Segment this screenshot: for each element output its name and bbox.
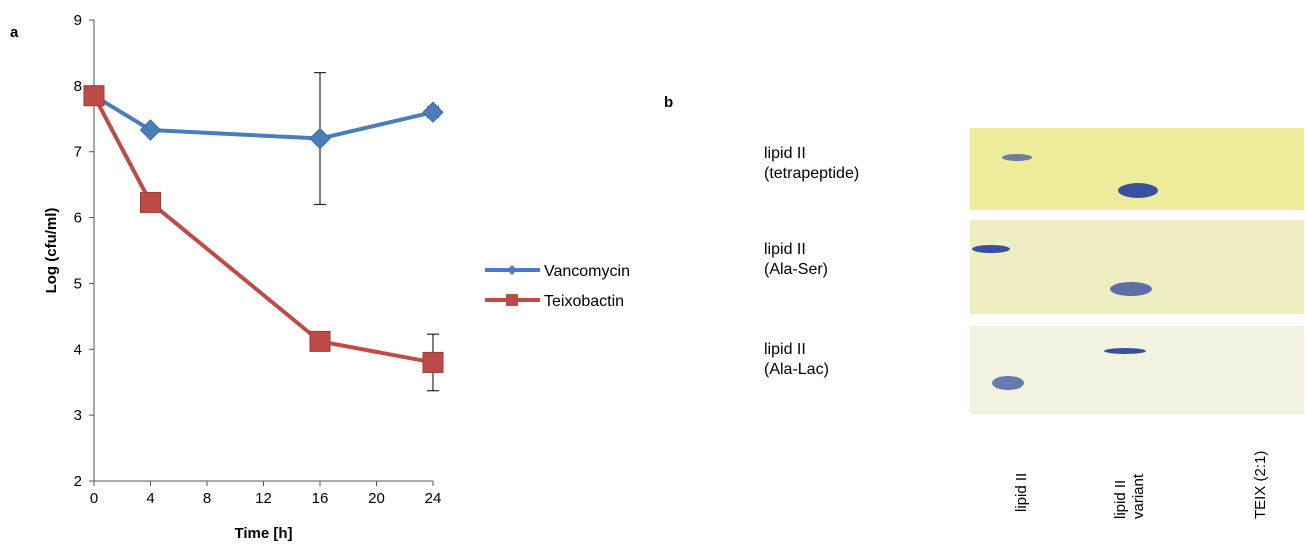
row-label-line1: lipid II [764, 241, 806, 258]
legend-marker-vancomycin [507, 265, 517, 275]
row-label-tetrapeptide: lipid II (tetrapeptide) [764, 144, 859, 184]
gel-strip-tetrapeptide [970, 128, 1304, 210]
column-label-line1: lipid II [1112, 479, 1129, 519]
x-tick-label: 12 [255, 490, 272, 507]
chart-axes: 2 3 4 5 6 7 8 9 0 4 8 12 16 20 24 Time [h] Log (cfu/ml) [43, 12, 441, 542]
legend-marker-teixobactin [506, 294, 518, 306]
row-label-line1: lipid II [764, 145, 806, 162]
legend-label-vancomycin: Vancomycin [544, 263, 630, 280]
y-tick-label: 9 [74, 12, 82, 29]
gel-band [1118, 183, 1158, 198]
row-label-line1: lipid II [764, 341, 806, 358]
data-point-vancomycin [309, 127, 331, 150]
series-line-teixobactin [92, 94, 434, 365]
data-point-teixobactin [140, 191, 161, 213]
x-tick-label: 16 [312, 490, 329, 507]
chart-legend: Vancomycin Teixobactin [485, 263, 630, 310]
gel-band [1002, 154, 1032, 161]
x-tick-label: 4 [146, 490, 154, 507]
gel-band [1104, 348, 1146, 354]
series-markers [83, 85, 444, 373]
panel-a-letter: a [10, 24, 19, 41]
series-lines [92, 94, 434, 365]
y-tick-label: 3 [74, 407, 82, 424]
series-line-vancomycin [92, 94, 434, 141]
y-tick-label: 7 [74, 144, 82, 161]
gel-strip-ala-lac [970, 326, 1304, 414]
panel-b-letter: b [664, 94, 674, 111]
gel-band [1110, 282, 1152, 296]
y-tick-label: 8 [74, 78, 82, 95]
x-tick-label: 0 [90, 490, 98, 507]
row-label-ala-ser: lipid II (Ala-Ser) [764, 240, 828, 280]
data-point-vancomycin [422, 101, 444, 123]
x-tick-label: 8 [203, 490, 211, 507]
gel-strip-ala-ser [970, 220, 1304, 314]
x-tick-label: 24 [425, 490, 442, 507]
row-label-line2: (Ala-Ser) [764, 261, 829, 278]
x-axis-title: Time [h] [234, 525, 292, 542]
column-label-line1: TEIX (2:1) [1252, 450, 1269, 519]
data-point-teixobactin [83, 85, 105, 107]
column-label-line2: variant [1130, 473, 1147, 519]
row-label-line2: (Ala-Lac) [764, 361, 829, 378]
column-label-teix: TEIX (2:1) [1252, 451, 1270, 519]
row-label-line2: (tetrapeptide) [764, 165, 860, 182]
legend-label-teixobactin: Teixobactin [544, 293, 624, 310]
y-tick-label: 4 [74, 341, 82, 358]
column-label-lipid-ii-variant: lipid II variant [1112, 474, 1148, 519]
row-label-ala-lac: lipid II (Ala-Lac) [764, 340, 829, 380]
data-point-vancomycin [139, 119, 162, 141]
y-tick-label: 2 [74, 473, 82, 490]
y-axis-title: Log (cfu/ml) [43, 208, 60, 294]
gel-band [972, 245, 1010, 253]
y-tick-label: 5 [74, 275, 82, 292]
data-point-teixobactin [309, 330, 331, 352]
data-point-teixobactin [422, 351, 444, 373]
x-tick-label: 20 [368, 490, 385, 507]
y-tick-label: 6 [74, 210, 82, 227]
column-label-lipid-ii: lipid II [1013, 473, 1031, 512]
column-label-line1: lipid II [1013, 472, 1030, 512]
gel-band [992, 376, 1024, 390]
